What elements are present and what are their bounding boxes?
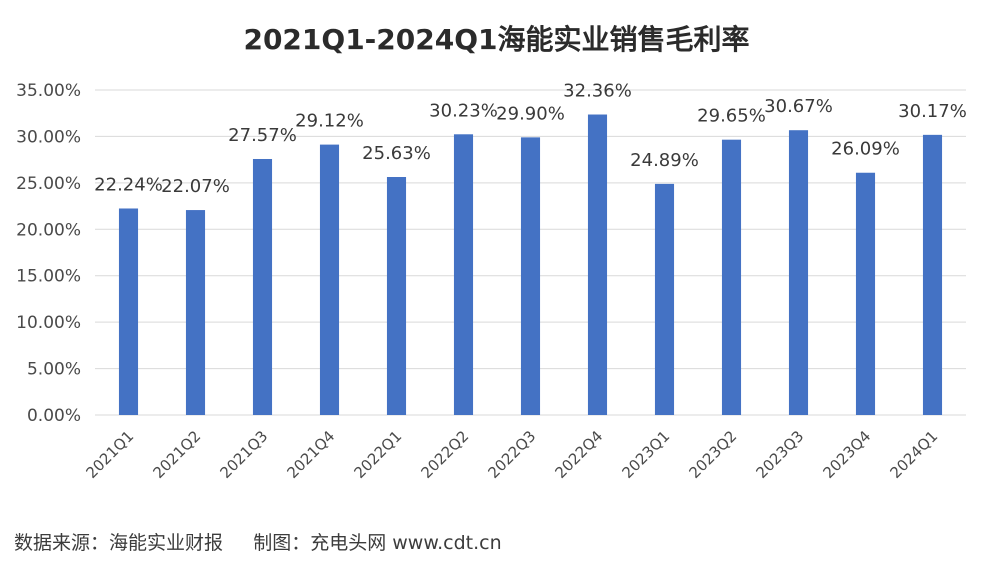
x-tick-label: 2021Q1 [83,427,138,482]
bar [855,172,876,415]
bar [654,183,675,415]
x-tick-label: 2023Q3 [753,427,808,482]
bar [453,134,474,416]
bar [185,210,206,415]
bar [788,130,809,415]
data-label: 24.89% [630,150,699,171]
data-label: 30.23% [429,100,498,121]
x-tick-label: 2022Q3 [485,427,540,482]
data-label: 30.17% [898,101,967,122]
data-label: 29.12% [295,111,364,132]
bar [252,158,273,415]
bar [386,177,407,415]
data-label: 30.67% [764,96,833,117]
x-tick-label: 2022Q2 [418,427,473,482]
x-tick-label: 2021Q2 [150,427,205,482]
y-tick-label: 10.00% [16,313,81,333]
x-tick-label: 2021Q4 [284,427,339,482]
data-label: 22.24% [94,174,163,195]
bar [587,114,608,415]
data-label: 22.07% [161,176,230,197]
x-tick-label: 2023Q2 [686,427,741,482]
x-tick-label: 2021Q3 [217,427,272,482]
data-label: 32.36% [563,81,632,102]
x-tick-label: 2022Q4 [552,427,607,482]
x-tick-label: 2022Q1 [351,427,406,482]
source-note: 数据来源：海能实业财报 制图：充电头网 www.cdt.cn [14,532,502,554]
y-tick-label: 0.00% [27,406,81,426]
y-tick-label: 35.00% [16,81,81,101]
y-tick-label: 15.00% [16,267,81,287]
x-tick-label: 2024Q1 [887,427,942,482]
bar [118,208,139,415]
y-tick-label: 5.00% [27,360,81,380]
y-tick-label: 20.00% [16,220,81,240]
bar [520,137,541,415]
data-label: 25.63% [362,143,431,164]
data-label: 29.90% [496,103,565,124]
y-tick-label: 30.00% [16,127,81,147]
bar [922,134,943,415]
data-label: 27.57% [228,125,297,146]
bar [721,139,742,415]
x-tick-label: 2023Q4 [820,427,875,482]
x-tick-label: 2023Q1 [619,427,674,482]
y-tick-label: 25.00% [16,174,81,194]
chart-title: 2021Q1-2024Q1海能实业销售毛利率 [243,23,750,56]
data-label: 29.65% [697,106,766,127]
bar [319,144,340,415]
data-label: 26.09% [831,139,900,160]
